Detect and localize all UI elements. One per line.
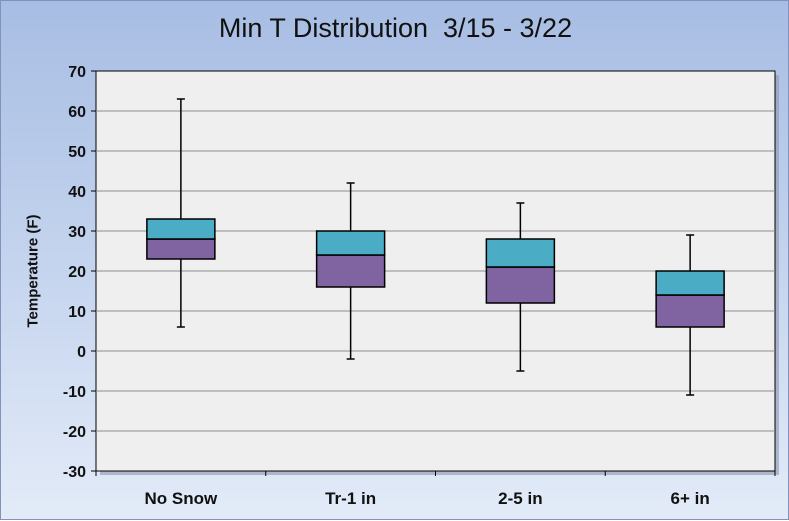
y-tick-label: -30 — [63, 464, 86, 481]
y-tick-label: 0 — [77, 344, 86, 361]
box-lower — [655, 294, 725, 328]
y-tick-label: 10 — [68, 304, 86, 321]
box-lower — [485, 266, 556, 304]
box-upper — [315, 230, 386, 256]
y-tick-label: 70 — [68, 64, 86, 81]
y-tick-label: 40 — [68, 184, 86, 201]
x-tick-label: Tr-1 in — [325, 489, 376, 508]
y-tick-label: 60 — [68, 104, 86, 121]
y-tick-label: -10 — [63, 384, 86, 401]
chart-title: Min T Distribution 3/15 - 3/22 — [218, 13, 573, 43]
x-tick-label: 2-5 in — [498, 489, 542, 508]
x-tick-label: 6+ in — [671, 489, 710, 508]
box-upper — [485, 238, 556, 268]
y-tick-label: 20 — [68, 264, 86, 281]
y-tick-label: 30 — [68, 224, 86, 241]
box-upper — [655, 270, 725, 296]
box-lower — [315, 254, 386, 288]
y-tick-label: 50 — [68, 144, 86, 161]
x-tick-label: No Snow — [145, 489, 218, 508]
y-tick-label: -20 — [63, 424, 86, 441]
box-lower — [146, 238, 216, 260]
box-upper — [146, 218, 216, 240]
